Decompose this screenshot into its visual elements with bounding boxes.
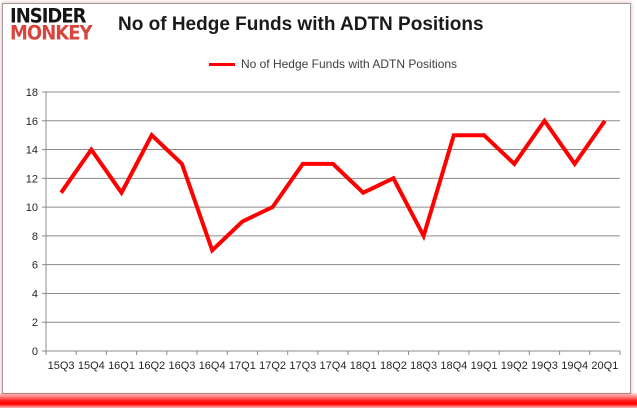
y-tick-label: 12	[26, 173, 38, 185]
y-tick-label: 14	[26, 145, 38, 157]
y-tick-label: 8	[32, 231, 38, 243]
logo-text-monkey: MONKEY	[10, 21, 93, 45]
data-series-line	[59, 117, 607, 254]
x-tick-label: 17Q4	[320, 360, 347, 372]
x-tick-label: 18Q3	[410, 360, 437, 372]
x-tick-label: 17Q3	[289, 360, 316, 372]
x-tick-label: 19Q2	[501, 360, 528, 372]
x-tick-label: 16Q4	[199, 360, 226, 372]
x-tick-label: 19Q1	[471, 360, 498, 372]
y-tick-label: 6	[32, 260, 38, 272]
insider-monkey-logo: INSIDER MONKEY	[10, 5, 120, 45]
y-tick-label: 16	[26, 116, 38, 128]
x-tick-label: 17Q2	[259, 360, 286, 372]
legend-line-marker	[208, 62, 235, 66]
x-tick-label: 17Q1	[229, 360, 256, 372]
y-tick-label: 0	[32, 346, 38, 358]
x-tick-label: 15Q3	[48, 360, 75, 372]
chart-frame	[2, 3, 631, 394]
bottom-red-glow	[0, 392, 637, 408]
x-tick-label: 20Q1	[591, 360, 618, 372]
chart-title: No of Hedge Funds with ADTN Positions	[118, 14, 484, 35]
x-tick-label: 18Q4	[440, 360, 467, 372]
y-tick-label: 2	[32, 317, 38, 329]
x-tick-label: 19Q3	[531, 360, 558, 372]
x-tick-label: 15Q4	[78, 360, 105, 372]
x-tick-label: 16Q2	[138, 360, 165, 372]
x-tick-label: 16Q3	[168, 360, 195, 372]
y-tick-label: 4	[32, 288, 38, 300]
legend-label: No of Hedge Funds with ADTN Positions	[240, 57, 458, 71]
x-tick-label: 16Q1	[108, 360, 135, 372]
chart-legend: No of Hedge Funds with ADTN Positions	[46, 56, 620, 72]
y-tick-label: 10	[26, 202, 38, 214]
logo-text-insider: INSIDER	[10, 5, 87, 28]
x-tick-label: 18Q2	[380, 360, 407, 372]
x-tick-label: 19Q4	[561, 360, 588, 372]
y-tick-label: 18	[26, 87, 38, 99]
x-tick-label: 18Q1	[350, 360, 377, 372]
